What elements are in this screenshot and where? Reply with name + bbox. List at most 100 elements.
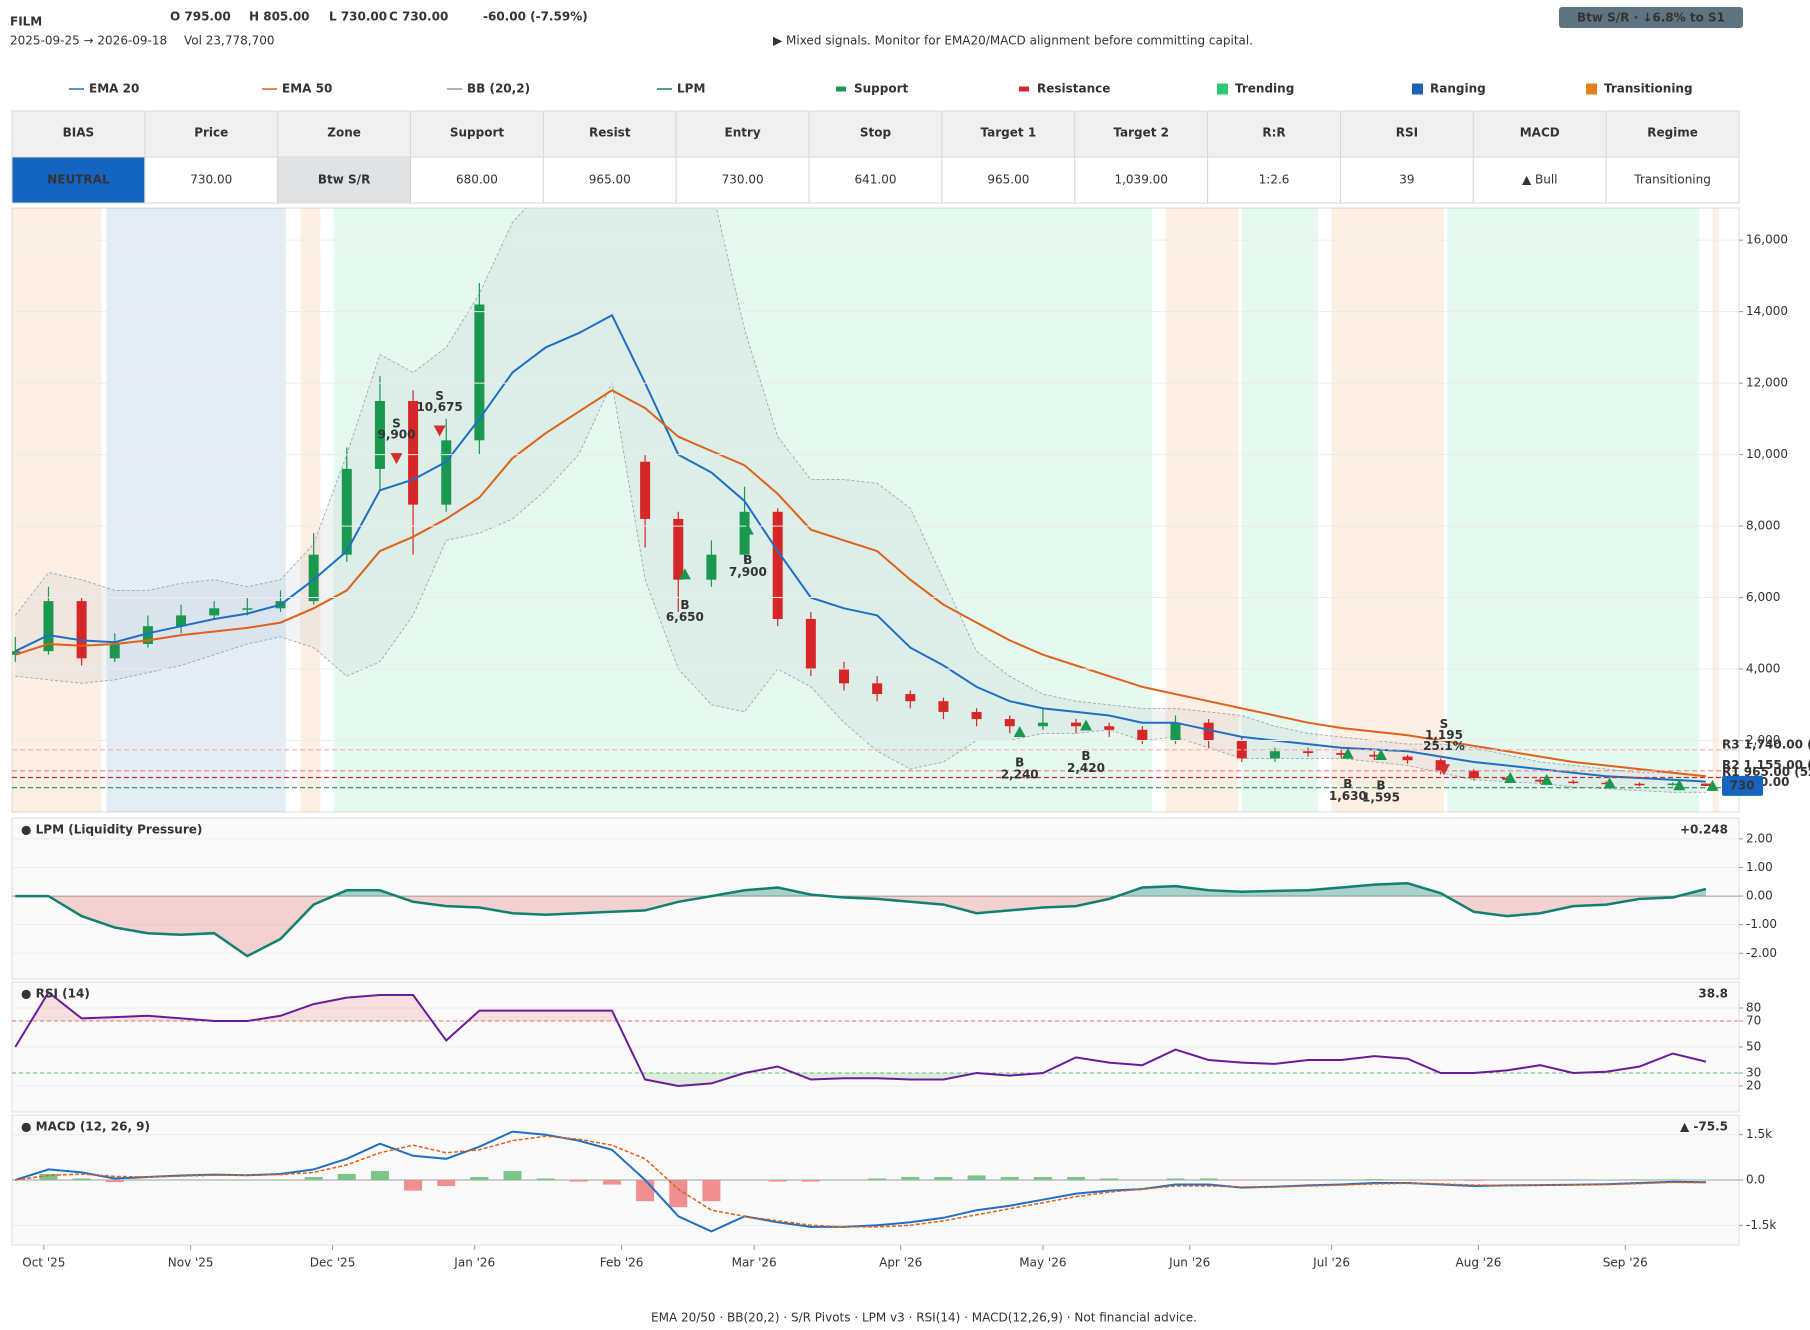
candle-body bbox=[1004, 719, 1015, 727]
x-tick-label: Sep '26 bbox=[1603, 1256, 1648, 1270]
y-tick-label: -1.5k bbox=[1746, 1218, 1776, 1232]
candle-body bbox=[1104, 726, 1115, 730]
sr-label: R3 1,740.00 (10x) bbox=[1722, 737, 1810, 751]
macd-histogram-bar bbox=[934, 1176, 953, 1180]
candle-body bbox=[209, 608, 220, 616]
y-tick-label: 0.0 bbox=[1746, 1173, 1765, 1187]
y-tick-label: 2,000 bbox=[1746, 733, 1780, 747]
signal-label: B bbox=[1015, 755, 1024, 769]
table-value-cell bbox=[675, 156, 810, 204]
signal-marker bbox=[1673, 779, 1686, 791]
lpm-area-neg bbox=[15, 896, 1679, 957]
y-tick-label: 12,000 bbox=[1746, 376, 1788, 390]
date-range: 2025-09-25 → 2026-09-18 bbox=[10, 34, 167, 48]
signal-marker bbox=[1540, 773, 1553, 785]
table-value-cell bbox=[277, 156, 412, 204]
regime-band bbox=[1712, 208, 1720, 812]
quote-item: H 805.00 bbox=[249, 10, 310, 24]
table-header: BIAS bbox=[63, 126, 95, 140]
candle-body bbox=[1601, 782, 1612, 785]
macd-histogram-bar bbox=[536, 1178, 555, 1180]
macd-histogram-bar bbox=[636, 1180, 655, 1202]
table-header: Target 2 bbox=[1113, 126, 1169, 140]
macd-histogram-bar bbox=[1067, 1176, 1086, 1180]
table-value: 965.00 bbox=[589, 173, 631, 187]
panel-last: ▲ -75.5 bbox=[1680, 1120, 1728, 1134]
table-value: 965.00 bbox=[987, 173, 1029, 187]
macd-histogram-bar bbox=[72, 1178, 91, 1180]
table-header-cell bbox=[410, 110, 544, 158]
macd-histogram-bar bbox=[470, 1176, 489, 1180]
candle-body bbox=[905, 694, 916, 702]
macd-histogram-bar bbox=[1199, 1178, 1218, 1180]
x-tick-label: Feb '26 bbox=[600, 1256, 644, 1270]
table-header-cell bbox=[1605, 110, 1740, 158]
signal-label: 2,420 bbox=[1067, 761, 1105, 775]
table-value-cell bbox=[1339, 156, 1474, 204]
signal-label: B bbox=[743, 553, 752, 567]
signal-marker bbox=[741, 523, 754, 535]
signal-label: B bbox=[1376, 778, 1385, 792]
macd-histogram-bar bbox=[1464, 1180, 1483, 1181]
table-header: Support bbox=[450, 126, 505, 140]
table-header: Entry bbox=[725, 126, 761, 140]
candle-body bbox=[971, 711, 982, 720]
candle-body bbox=[474, 304, 485, 441]
candle-body bbox=[706, 554, 717, 580]
signal-label: 9,900 bbox=[378, 428, 416, 442]
candle-body bbox=[1402, 756, 1413, 761]
signal-label: 1,595 bbox=[1362, 790, 1400, 804]
candle-body bbox=[772, 511, 783, 620]
sr-label: R2 1,155.00 (5x) bbox=[1722, 758, 1810, 772]
macd-histogram-bar bbox=[602, 1180, 621, 1185]
candle-body bbox=[341, 468, 352, 555]
table-value-cell bbox=[1472, 156, 1607, 204]
candle-body bbox=[43, 601, 54, 652]
legend-label: BB (20,2) bbox=[467, 82, 530, 96]
table-header-cell bbox=[144, 110, 279, 158]
candle-body bbox=[1203, 722, 1214, 741]
y-tick-label: -1.00 bbox=[1746, 917, 1777, 931]
regime-band bbox=[300, 208, 321, 812]
macd-histogram-bar bbox=[105, 1180, 124, 1183]
macd-histogram-bar bbox=[370, 1170, 389, 1180]
macd-histogram-bar bbox=[702, 1180, 721, 1202]
price-tag-bg bbox=[1722, 775, 1763, 796]
x-tick-label: Jul '26 bbox=[1312, 1256, 1350, 1270]
table-header: R:R bbox=[1262, 126, 1285, 140]
signal-marker bbox=[1341, 747, 1354, 759]
candle-body bbox=[839, 669, 850, 684]
table-header: MACD bbox=[1520, 126, 1560, 140]
quote-item: L 730.00 bbox=[329, 10, 387, 24]
panel-bg bbox=[11, 207, 1740, 813]
macd-histogram-bar bbox=[1166, 1178, 1185, 1180]
signal-label: S bbox=[392, 417, 401, 431]
legend-label: Support bbox=[854, 82, 909, 96]
macd-histogram-bar bbox=[1033, 1176, 1052, 1180]
macd-histogram-bar bbox=[1663, 1179, 1682, 1180]
regime-band bbox=[12, 208, 102, 812]
candle-body bbox=[1369, 754, 1380, 757]
signal-label: 2,240 bbox=[1001, 767, 1039, 781]
rsi-zone-fill bbox=[15, 992, 1706, 1021]
x-tick-label: Oct '25 bbox=[22, 1256, 65, 1270]
macd-histogram-bar bbox=[1100, 1178, 1119, 1180]
table-header-cell bbox=[11, 110, 146, 158]
x-tick-label: Nov '25 bbox=[168, 1256, 214, 1270]
price-tag: 730 bbox=[1729, 778, 1754, 792]
macd-histogram-bar bbox=[669, 1180, 688, 1208]
legend-label: EMA 50 bbox=[282, 82, 332, 96]
table-value: NEUTRAL bbox=[47, 173, 110, 187]
legend-swatch bbox=[1019, 86, 1029, 92]
y-tick-label: 6,000 bbox=[1746, 590, 1780, 604]
y-tick-label: 30 bbox=[1746, 1066, 1761, 1080]
x-tick-label: May '26 bbox=[1019, 1256, 1066, 1270]
legend-label: Transitioning bbox=[1604, 82, 1693, 96]
legend-swatch bbox=[1412, 83, 1423, 95]
panel-last: +0.248 bbox=[1680, 823, 1728, 837]
macd-histogram-bar bbox=[404, 1180, 423, 1191]
panel-last: 38.8 bbox=[1698, 987, 1728, 1001]
table-header: Target 1 bbox=[981, 126, 1037, 140]
table-value-cell bbox=[941, 156, 1076, 204]
